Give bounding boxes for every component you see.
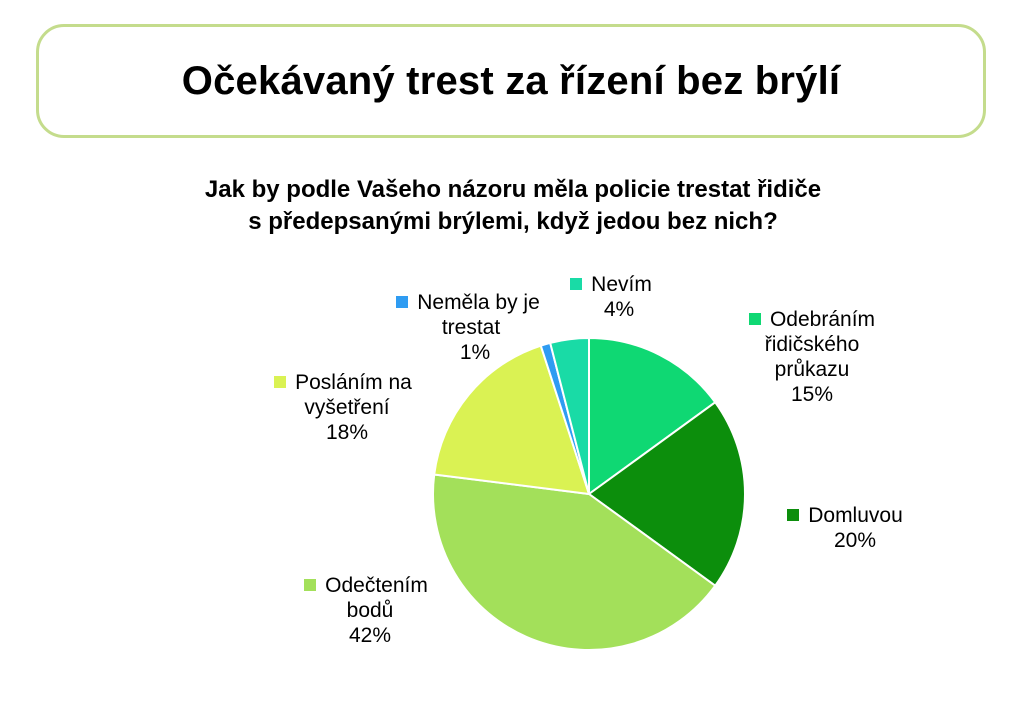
pie-label-nevim-line-1: Nevím [591, 273, 652, 296]
pie-slice-odebranim [588, 336, 717, 496]
pie-label-poslanim-line-2: vyšetření [304, 396, 390, 419]
pie-label-odectenim-line-1: Odečtením [325, 574, 428, 597]
legend-swatch-odebranim [748, 313, 761, 325]
pie-label-odebranim-line-3: průkazu [774, 358, 850, 381]
pie-label-domluvou: Domluvou 20% [770, 503, 920, 553]
pie-label-poslanim-value: 18% [325, 421, 369, 444]
pie-label-odectenim-line-2: bodů [346, 599, 394, 622]
subtitle-line-2: s předepsanými brýlemi, když jedou bez n… [248, 208, 778, 235]
pie-label-domluvou-line-1: Domluvou [808, 504, 903, 527]
pie-slice-odectenim [432, 473, 717, 651]
pie-label-domluvou-value: 20% [833, 529, 877, 552]
pie-slice-poslanim [433, 344, 591, 496]
legend-swatch-nevim [570, 278, 583, 290]
pie-label-odectenim-value: 42% [348, 624, 392, 647]
pie-label-nemela-value: 1% [459, 341, 491, 364]
pie-label-nemela: Neměla by je trestat 1% [378, 290, 558, 365]
pie-label-nemela-line-1: Neměla by je [417, 291, 540, 314]
pie-label-nevim-value: 4% [603, 298, 635, 321]
pie-label-nemela-line-2: trestat [441, 316, 501, 339]
pie-label-odebranim-value: 15% [790, 383, 834, 406]
pie-label-odebranim: Odebráním řidičského průkazu 15% [732, 307, 892, 407]
pie-label-odebranim-line-1: Odebráním [769, 308, 876, 331]
legend-swatch-domluvou [787, 509, 800, 521]
legend-swatch-nemela [396, 296, 409, 308]
pie-slice-nevim [548, 336, 590, 495]
page-title: Očekávaný trest za řízení bez brýlí [181, 58, 841, 103]
legend-swatch-poslanim [274, 376, 287, 388]
pie-label-poslanim: Posláním na vyšetření 18% [268, 370, 418, 445]
legend-swatch-odectenim [304, 579, 317, 591]
subtitle-line-1: Jak by podle Vašeho názoru měla policie … [204, 176, 822, 203]
pie-label-odectenim: Odečtením bodů 42% [281, 573, 451, 648]
pie-label-nevim: Nevím 4% [556, 272, 666, 322]
pie-label-odebranim-line-2: řidičského [764, 333, 860, 356]
pie-label-poslanim-line-1: Posláním na [295, 371, 412, 394]
title-box: Očekávaný trest za řízení bez brýlí [36, 24, 986, 138]
chart-subtitle: Jak by podle Vašeho názoru měla policie … [0, 174, 1026, 238]
pie-slice-domluvou [587, 400, 746, 588]
